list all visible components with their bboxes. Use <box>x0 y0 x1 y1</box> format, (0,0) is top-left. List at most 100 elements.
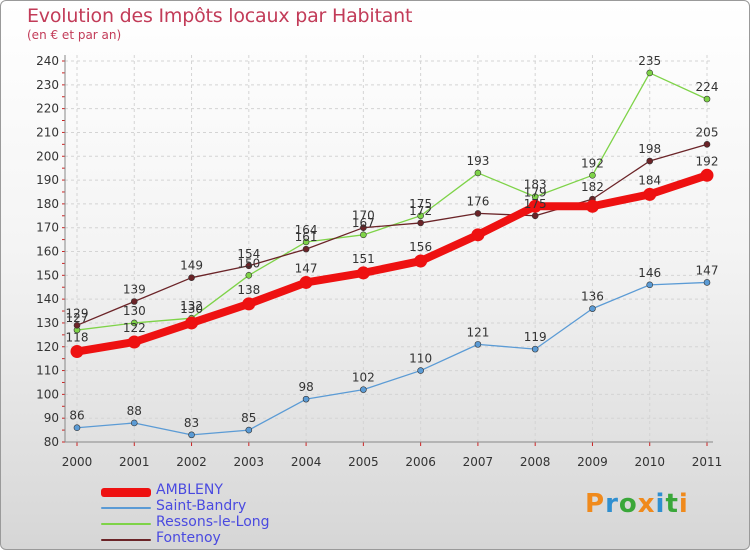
series-line-fontenoy <box>76 143 708 326</box>
data-label: 205 <box>696 125 719 139</box>
data-label: 175 <box>409 197 432 211</box>
x-tick-label: 2005 <box>348 455 379 469</box>
data-point <box>188 431 195 439</box>
data-point <box>417 219 424 227</box>
data-point <box>703 141 711 148</box>
legend-swatch-ambleny <box>101 488 151 497</box>
data-label: 132 <box>180 299 203 313</box>
data-point <box>73 424 81 432</box>
data-label: 198 <box>638 142 661 156</box>
data-point <box>185 316 199 330</box>
data-label: 154 <box>237 247 260 261</box>
data-point <box>130 298 138 305</box>
data-point <box>130 319 138 327</box>
series-line-ambleny <box>73 171 711 356</box>
data-point <box>700 168 714 182</box>
legend-swatch-ressons-le-long <box>101 523 151 525</box>
y-tick-label: 110 <box>36 364 59 378</box>
x-tick-label: 2001 <box>119 455 150 469</box>
series-line-saint-bandry <box>76 281 708 436</box>
y-tick-label: 80 <box>44 435 59 449</box>
y-tick-label: 210 <box>36 125 59 139</box>
data-point <box>302 245 310 253</box>
y-tick-label: 120 <box>36 340 59 354</box>
grid <box>65 55 713 443</box>
data-label: 139 <box>123 283 146 297</box>
data-point <box>589 172 596 179</box>
data-point <box>646 157 654 165</box>
data-point <box>73 322 81 329</box>
data-label: 184 <box>638 173 661 187</box>
data-label: 149 <box>180 259 203 273</box>
data-label: 122 <box>123 321 146 335</box>
data-label: 83 <box>184 416 199 430</box>
y-tick-label: 240 <box>36 54 59 68</box>
data-label: 224 <box>696 80 719 94</box>
data-label: 156 <box>409 240 432 254</box>
data-label: 170 <box>352 209 375 223</box>
legend-label-ambleny: AMBLENY <box>156 482 223 498</box>
legend-label-fontenoy: Fontenoy <box>156 530 221 546</box>
data-label: 175 <box>524 197 547 211</box>
x-tick-label: 2008 <box>520 455 551 469</box>
x-tick-label: 2002 <box>176 455 207 469</box>
legend-swatch-fontenoy <box>101 539 151 541</box>
x-tick-label: 2000 <box>62 455 93 469</box>
data-point <box>127 335 141 349</box>
x-tick-label: 2003 <box>234 455 265 469</box>
y-tick-label: 90 <box>44 411 59 425</box>
legend-swatch-saint-bandry <box>101 507 151 509</box>
data-point <box>299 275 313 289</box>
data-label: 167 <box>352 216 375 230</box>
data-point <box>360 224 367 231</box>
data-point <box>471 228 485 242</box>
data-label: 119 <box>524 330 547 344</box>
y-tick-label: 140 <box>36 292 59 306</box>
y-tick-label: 230 <box>36 78 59 92</box>
data-point <box>585 199 599 213</box>
data-point <box>245 272 253 279</box>
data-point <box>302 395 310 403</box>
data-label: 150 <box>237 256 260 270</box>
data-label: 138 <box>237 283 260 297</box>
data-point <box>417 212 424 220</box>
chart-title: Evolution des Impôts locaux par Habitant <box>27 5 413 27</box>
data-label: 182 <box>581 180 604 194</box>
chart-subtitle: (en € et par an) <box>27 28 122 42</box>
data-label: 179 <box>524 185 547 199</box>
data-point <box>528 199 542 213</box>
data-label: 193 <box>466 154 489 168</box>
x-tick-label: 2010 <box>634 455 665 469</box>
data-point <box>589 305 596 312</box>
data-label: 85 <box>241 411 256 425</box>
data-label: 235 <box>638 54 661 68</box>
data-point <box>356 266 370 280</box>
data-point <box>360 386 367 393</box>
x-tick-label: 2007 <box>463 455 494 469</box>
x-tick-label: 2006 <box>405 455 436 469</box>
data-point <box>245 426 253 434</box>
data-label: 192 <box>581 156 604 170</box>
data-label: 98 <box>298 380 313 394</box>
data-point <box>360 231 367 239</box>
data-label: 192 <box>696 154 719 168</box>
data-label: 110 <box>409 352 432 366</box>
legend-label-ressons-le-long: Ressons-le-Long <box>156 514 270 530</box>
y-tick-label: 150 <box>36 268 59 282</box>
data-point <box>130 419 138 427</box>
data-point <box>643 187 657 201</box>
data-label: 146 <box>638 266 661 280</box>
data-point <box>531 212 539 220</box>
data-label: 130 <box>123 304 146 318</box>
data-label: 172 <box>409 204 432 218</box>
data-label: 118 <box>66 331 89 345</box>
data-label: 121 <box>466 325 489 339</box>
legend-label-saint-bandry: Saint-Bandry <box>156 498 247 514</box>
y-tick-label: 170 <box>36 221 59 235</box>
data-point <box>188 274 195 281</box>
data-label: 129 <box>66 306 89 320</box>
data-point <box>474 341 482 348</box>
data-point <box>70 345 84 359</box>
